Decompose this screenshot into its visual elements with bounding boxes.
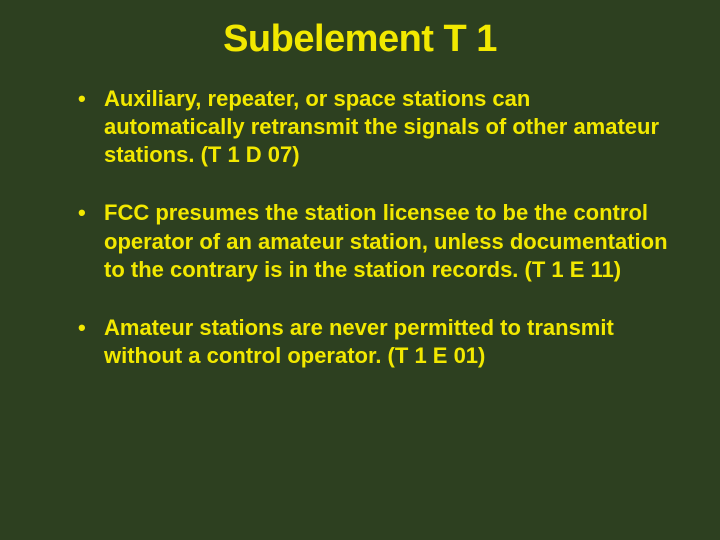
slide-title: Subelement T 1 [50, 18, 670, 61]
list-item: Auxiliary, repeater, or space stations c… [78, 85, 670, 169]
list-item: FCC presumes the station licensee to be … [78, 199, 670, 283]
list-item: Amateur stations are never permitted to … [78, 314, 670, 370]
slide: Subelement T 1 Auxiliary, repeater, or s… [0, 0, 720, 540]
bullet-list: Auxiliary, repeater, or space stations c… [50, 85, 670, 370]
